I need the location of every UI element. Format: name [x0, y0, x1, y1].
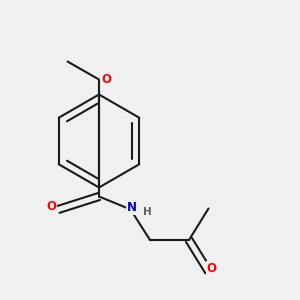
Text: N: N — [127, 201, 137, 214]
Text: O: O — [206, 262, 217, 275]
Text: O: O — [46, 200, 56, 213]
Text: H: H — [142, 207, 152, 218]
Text: O: O — [101, 73, 112, 86]
